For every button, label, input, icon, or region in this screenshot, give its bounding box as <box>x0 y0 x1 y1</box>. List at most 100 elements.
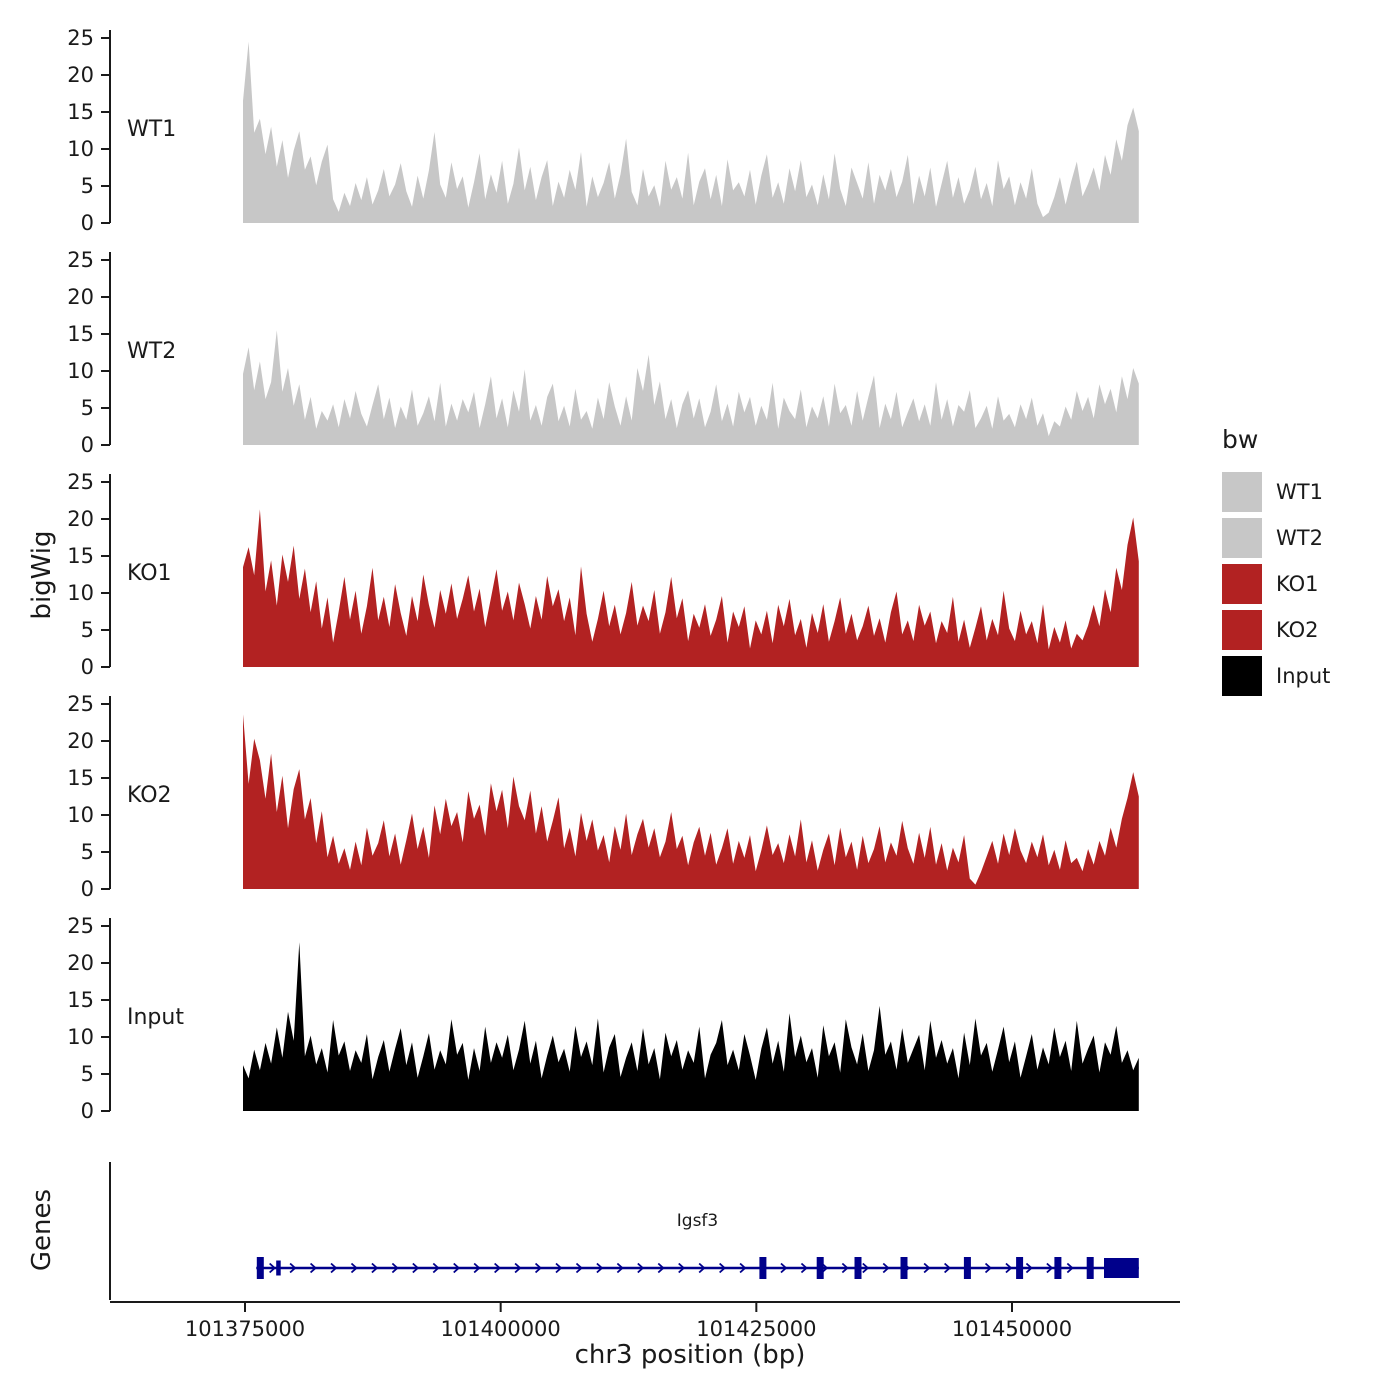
strand-arrow-icon <box>678 1262 686 1274</box>
y-tick-label: 5 <box>81 840 94 864</box>
strand-arrow-icon <box>657 1262 665 1274</box>
strand-arrow-icon <box>575 1262 583 1274</box>
strand-arrow-icon <box>330 1262 338 1274</box>
y-tick-label: 0 <box>81 655 94 679</box>
strand-arrow-icon <box>841 1262 849 1274</box>
gene-exon <box>816 1257 824 1279</box>
gene-exon <box>276 1260 281 1276</box>
coverage-area-wt2 <box>243 330 1139 445</box>
track-panel-ko1: 0 5 10 15 20 25 <box>67 470 1139 679</box>
legend-label-wt1: WT1 <box>1276 480 1323 504</box>
y-tick-label: 15 <box>67 544 94 568</box>
legend-title: bw <box>1222 425 1259 454</box>
y-tick-label: 10 <box>67 137 94 161</box>
y-tick-label: 20 <box>67 63 94 87</box>
gene-exon <box>854 1257 862 1279</box>
strand-arrow-icon <box>1005 1262 1013 1274</box>
y-tick-label: 5 <box>81 618 94 642</box>
track-panel-wt1: 0 5 10 15 20 25 <box>67 26 1139 235</box>
y-tick-label: 0 <box>81 211 94 235</box>
legend-label-wt2: WT2 <box>1276 526 1323 550</box>
coverage-area-ko1 <box>243 509 1139 667</box>
y-tick-label: 25 <box>67 470 94 494</box>
strand-arrow-icon <box>800 1262 808 1274</box>
y-tick-label: 0 <box>81 1099 94 1123</box>
gene-exon <box>759 1257 767 1279</box>
y-tick-label: 0 <box>81 877 94 901</box>
legend-item-wt2: WT2 <box>1222 518 1330 558</box>
genes-axis-title: Genes <box>27 1188 57 1272</box>
legend-item-ko2: KO2 <box>1222 610 1330 650</box>
track-panel-wt2: 0 5 10 15 20 25 <box>67 248 1139 457</box>
legend-label-ko1: KO1 <box>1276 572 1319 596</box>
track-label-input: Input <box>127 1005 184 1030</box>
strand-arrow-icon <box>309 1262 317 1274</box>
gene-exon <box>1086 1257 1094 1279</box>
strand-arrow-icon <box>780 1262 788 1274</box>
x-tick-label: 101450000 <box>952 1317 1072 1341</box>
strand-arrow-icon <box>412 1262 420 1274</box>
x-tick-label: 101425000 <box>696 1317 816 1341</box>
gene-exon <box>900 1257 908 1279</box>
strand-arrow-icon <box>432 1262 440 1274</box>
strand-arrow-icon <box>473 1262 481 1274</box>
track-panel-ko2: 0 5 10 15 20 25 <box>67 692 1139 901</box>
strand-arrow-icon <box>514 1262 522 1274</box>
strand-arrow-icon <box>1066 1262 1074 1274</box>
y-tick-label: 20 <box>67 951 94 975</box>
strand-arrow-icon <box>494 1262 501 1274</box>
y-tick-label: 10 <box>67 581 94 605</box>
coverage-area-input <box>243 942 1139 1111</box>
gene-exon <box>256 1257 264 1279</box>
y-tick-label: 15 <box>67 988 94 1012</box>
y-axis-title: bigWig <box>27 530 57 620</box>
x-axis-title: chr3 position (bp) <box>574 1340 806 1370</box>
y-tick-label: 10 <box>67 1025 94 1049</box>
y-tick-label: 5 <box>81 396 94 420</box>
y-tick-label: 25 <box>67 26 94 50</box>
strand-arrow-icon <box>371 1262 379 1274</box>
strand-arrow-icon <box>637 1262 645 1274</box>
legend-swatch-wt2 <box>1222 518 1262 558</box>
strand-arrow-icon <box>984 1262 992 1274</box>
y-tick-label: 10 <box>67 359 94 383</box>
strand-arrow-icon <box>1025 1262 1033 1274</box>
gene-exon <box>1104 1258 1139 1278</box>
y-tick-label: 5 <box>81 1062 94 1086</box>
y-tick-label: 20 <box>67 507 94 531</box>
y-tick-label: 0 <box>81 433 94 457</box>
track-label-wt2: WT2 <box>127 339 177 364</box>
gene-exon <box>1054 1257 1062 1279</box>
legend-swatch-input <box>1222 656 1262 696</box>
y-tick-label: 20 <box>67 285 94 309</box>
strand-arrow-icon <box>882 1262 890 1274</box>
track-label-ko2: KO2 <box>127 783 172 808</box>
strand-arrow-icon <box>350 1262 358 1274</box>
y-tick-label: 15 <box>67 100 94 124</box>
track-panel-input: 0 5 10 15 20 25 <box>67 914 1139 1123</box>
strand-arrow-icon <box>596 1262 604 1274</box>
strand-arrow-icon <box>616 1262 624 1274</box>
strand-arrow-icon <box>923 1262 931 1274</box>
track-label-wt1: WT1 <box>127 117 177 142</box>
strand-arrow-icon <box>862 1262 870 1274</box>
strand-arrow-icon <box>1046 1262 1054 1274</box>
strand-arrow-icon <box>391 1262 399 1274</box>
strand-arrow-icon <box>719 1262 726 1274</box>
strand-arrow-icon <box>698 1262 706 1274</box>
strand-arrow-icon <box>269 1262 277 1274</box>
strand-arrow-icon <box>555 1262 563 1274</box>
y-tick-label: 25 <box>67 914 94 938</box>
coverage-area-wt1 <box>243 41 1139 224</box>
x-tick-label: 101400000 <box>441 1317 561 1341</box>
legend-label-input: Input <box>1276 664 1331 688</box>
strand-arrow-icon <box>739 1262 747 1274</box>
legend-swatch-ko2 <box>1222 610 1262 650</box>
track-label-ko1: KO1 <box>127 561 172 586</box>
x-axis: 101375000 101400000 101425000 101450000 <box>110 1301 1180 1341</box>
y-tick-label: 15 <box>67 766 94 790</box>
legend: bw WT1 WT2 KO1 KO2 Input <box>1222 425 1330 702</box>
legend-swatch-wt1 <box>1222 472 1262 512</box>
